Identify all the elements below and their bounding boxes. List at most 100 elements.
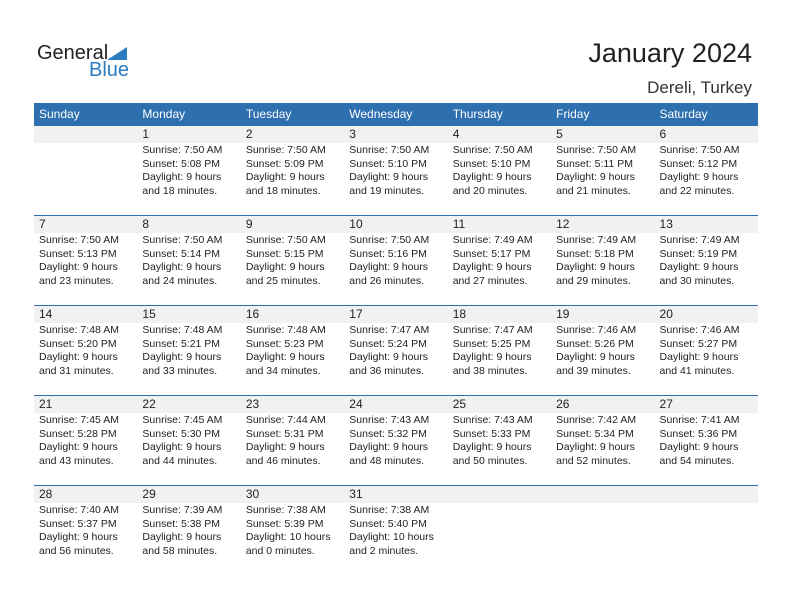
sunset: Sunset: 5:10 PM bbox=[349, 157, 427, 170]
weekday-header: Sunday Monday Tuesday Wednesday Thursday Frid… bbox=[34, 103, 758, 125]
daylight: Daylight: 9 hours bbox=[245, 171, 325, 183]
daylight-minutes: and 54 minutes. bbox=[659, 454, 735, 467]
sunset: Sunset: 5:36 PM bbox=[659, 427, 738, 440]
daylight: Daylight: 9 hours bbox=[659, 261, 739, 273]
sunrise: Sunrise: 7:44 AM bbox=[245, 414, 326, 426]
day-number: 29 bbox=[142, 487, 156, 501]
daylight: Daylight: 9 hours bbox=[556, 441, 635, 453]
daylight-minutes: and 21 minutes. bbox=[556, 184, 631, 197]
daylight-minutes: and 52 minutes. bbox=[556, 454, 631, 467]
day-cell: 15 Sunrise: 7:48 AM Sunset: 5:21 PM Dayligh… bbox=[137, 306, 240, 395]
daylight-minutes: and 44 minutes. bbox=[142, 454, 218, 467]
day-cell: 29 Sunrise: 7:39 AM Sunset: 5:38 PM Dayligh… bbox=[137, 486, 240, 575]
day-cell: 17 Sunrise: 7:47 AM Sunset: 5:24 PM Dayligh… bbox=[344, 306, 447, 395]
day-cell: 22 Sunrise: 7:45 AM Sunset: 5:30 PM Dayligh… bbox=[137, 396, 240, 485]
day-cell: 14 Sunrise: 7:48 AM Sunset: 5:20 PM Dayligh… bbox=[34, 306, 137, 395]
day-number: 15 bbox=[142, 307, 156, 321]
sunrise: Sunrise: 7:45 AM bbox=[142, 414, 223, 426]
day-number: 8 bbox=[142, 217, 150, 231]
day-number: 18 bbox=[452, 307, 467, 321]
day-cell: 12 Sunrise: 7:49 AM Sunset: 5:18 PM Dayligh… bbox=[551, 216, 654, 305]
daylight-minutes: and 33 minutes. bbox=[142, 364, 218, 377]
day-number: 17 bbox=[349, 307, 363, 321]
daylight: Daylight: 9 hours bbox=[39, 351, 118, 363]
page-title: January 2024 bbox=[588, 38, 752, 68]
daylight-minutes: and 38 minutes. bbox=[452, 364, 528, 377]
day-number: 12 bbox=[556, 217, 570, 231]
sunrise: Sunrise: 7:42 AM bbox=[556, 414, 637, 426]
sunrise: Sunrise: 7:50 AM bbox=[142, 144, 223, 156]
day-cell: 23 Sunrise: 7:44 AM Sunset: 5:31 PM Dayligh… bbox=[241, 396, 344, 485]
day-cell: 30 Sunrise: 7:38 AM Sunset: 5:39 PM Dayligh… bbox=[241, 486, 344, 575]
day-number: 22 bbox=[142, 397, 156, 411]
weekday-monday: Monday bbox=[142, 107, 186, 121]
sunrise: Sunrise: 7:43 AM bbox=[349, 414, 430, 426]
day-cell: 18 Sunrise: 7:47 AM Sunset: 5:25 PM Dayligh… bbox=[448, 306, 551, 395]
daylight: Daylight: 9 hours bbox=[349, 351, 429, 363]
sunset: Sunset: 5:40 PM bbox=[349, 517, 427, 530]
day-number: 19 bbox=[556, 307, 570, 321]
sunset: Sunset: 5:23 PM bbox=[245, 337, 324, 350]
day-number: 1 bbox=[142, 127, 150, 141]
sunrise: Sunrise: 7:48 AM bbox=[245, 324, 326, 336]
daylight-minutes: and 18 minutes. bbox=[142, 184, 218, 197]
day-number: 6 bbox=[659, 127, 667, 141]
sunrise: Sunrise: 7:40 AM bbox=[39, 504, 119, 516]
day-number: 4 bbox=[452, 127, 460, 141]
sunrise: Sunrise: 7:48 AM bbox=[39, 324, 119, 336]
daylight: Daylight: 9 hours bbox=[245, 261, 325, 273]
daylight: Daylight: 9 hours bbox=[452, 351, 532, 363]
empty-cell bbox=[448, 486, 551, 575]
daylight-minutes: and 58 minutes. bbox=[142, 544, 218, 557]
sunrise: Sunrise: 7:50 AM bbox=[452, 144, 533, 156]
day-number: 16 bbox=[245, 307, 260, 321]
sunset: Sunset: 5:16 PM bbox=[349, 247, 427, 260]
day-number: 2 bbox=[245, 127, 253, 141]
daylight: Daylight: 10 hours bbox=[349, 531, 434, 543]
day-number: 25 bbox=[452, 397, 467, 411]
week-row: 21 Sunrise: 7:45 AM Sunset: 5:28 PM Dayligh… bbox=[34, 395, 758, 485]
daylight: Daylight: 9 hours bbox=[556, 171, 635, 183]
weekday-friday: Friday bbox=[556, 107, 590, 121]
empty-cell bbox=[34, 126, 137, 215]
logo-word-blue: Blue bbox=[89, 59, 130, 81]
daylight: Daylight: 9 hours bbox=[245, 441, 325, 453]
daylight-minutes: and 27 minutes. bbox=[452, 274, 528, 287]
day-cell: 31 Sunrise: 7:38 AM Sunset: 5:40 PM Dayligh… bbox=[344, 486, 447, 575]
daylight-minutes: and 30 minutes. bbox=[659, 274, 735, 287]
day-cell: 5 Sunrise: 7:50 AM Sunset: 5:11 PM Daylight… bbox=[551, 126, 654, 215]
sunrise: Sunrise: 7:50 AM bbox=[556, 144, 637, 156]
day-cell: 11 Sunrise: 7:49 AM Sunset: 5:17 PM Dayligh… bbox=[448, 216, 551, 305]
daylight: Daylight: 9 hours bbox=[245, 351, 325, 363]
sunrise: Sunrise: 7:38 AM bbox=[245, 504, 326, 516]
day-cell: 24 Sunrise: 7:43 AM Sunset: 5:32 PM Dayligh… bbox=[344, 396, 447, 485]
logo-triangle-icon bbox=[107, 47, 127, 60]
daylight-minutes: and 31 minutes. bbox=[39, 364, 114, 377]
daylight: Daylight: 9 hours bbox=[142, 531, 222, 543]
daylight-minutes: and 20 minutes. bbox=[452, 184, 528, 197]
day-number: 20 bbox=[659, 307, 673, 321]
sunrise: Sunrise: 7:43 AM bbox=[452, 414, 533, 426]
sunrise: Sunrise: 7:50 AM bbox=[349, 234, 430, 246]
daylight-minutes: and 18 minutes. bbox=[245, 184, 321, 197]
day-cell: 16 Sunrise: 7:48 AM Sunset: 5:23 PM Dayligh… bbox=[241, 306, 344, 395]
sunset: Sunset: 5:14 PM bbox=[142, 247, 221, 260]
daylight: Daylight: 9 hours bbox=[142, 441, 222, 453]
sunset: Sunset: 5:33 PM bbox=[452, 427, 531, 440]
sunrise: Sunrise: 7:50 AM bbox=[349, 144, 430, 156]
weekday-tuesday: Tuesday bbox=[245, 107, 292, 121]
week-row: 7 Sunrise: 7:50 AM Sunset: 5:13 PM Daylight… bbox=[34, 215, 758, 305]
daylight: Daylight: 9 hours bbox=[142, 351, 222, 363]
day-number: 26 bbox=[556, 397, 570, 411]
daylight: Daylight: 9 hours bbox=[452, 441, 532, 453]
weekday-sunday: Sunday bbox=[39, 107, 80, 121]
sunset: Sunset: 5:17 PM bbox=[452, 247, 531, 260]
daylight-minutes: and 2 minutes. bbox=[349, 544, 419, 557]
daylight-minutes: and 43 minutes. bbox=[39, 454, 114, 467]
daylight-minutes: and 48 minutes. bbox=[349, 454, 424, 467]
daylight: Daylight: 9 hours bbox=[349, 441, 429, 453]
sunrise: Sunrise: 7:47 AM bbox=[452, 324, 533, 336]
weekday-wednesday: Wednesday bbox=[349, 107, 413, 121]
daylight-minutes: and 22 minutes. bbox=[659, 184, 735, 197]
sunrise: Sunrise: 7:48 AM bbox=[142, 324, 223, 336]
